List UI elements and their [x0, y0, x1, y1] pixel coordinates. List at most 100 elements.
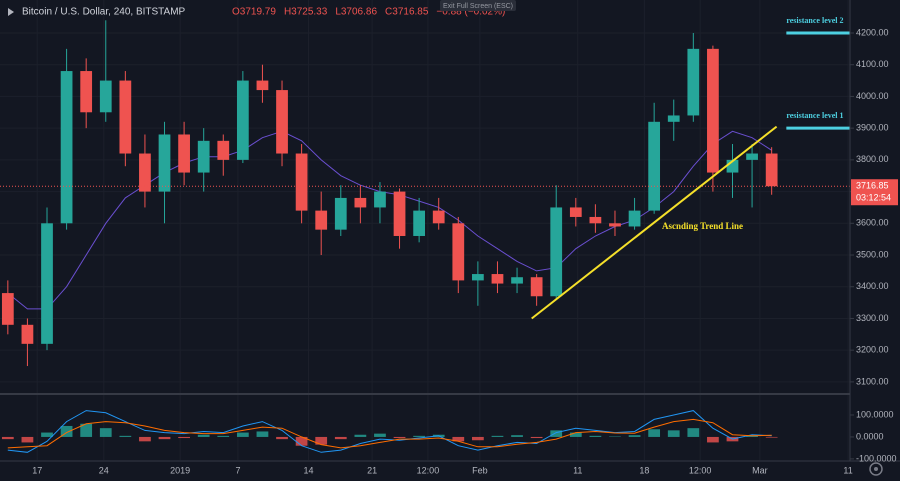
candle-body	[393, 191, 406, 236]
macd-histogram-bar	[628, 435, 641, 437]
x-tick-label: 11	[843, 465, 852, 475]
macd-histogram-bar	[256, 431, 269, 437]
x-tick-label: 11	[573, 465, 582, 475]
x-tick-label: Mar	[752, 465, 768, 475]
candle-body	[609, 223, 621, 227]
macd-histogram-bar	[334, 436, 347, 440]
candle-body	[530, 277, 543, 297]
y-tick-label: 0.0000	[856, 431, 884, 441]
candle-body	[413, 210, 425, 236]
macd-histogram-bar	[41, 432, 53, 437]
ohlc-legend: O3719.79 H3725.33 L3706.86 C3716.85 −0.88 (−…	[232, 7, 505, 18]
macd-histogram-bar	[452, 436, 465, 442]
macd-histogram-bar	[60, 425, 73, 437]
macd-histogram-bar	[472, 436, 484, 441]
trend-line	[531, 125, 778, 320]
y-tick-label: 4100.00	[856, 59, 889, 69]
macd-histogram-bar	[687, 428, 700, 437]
candle-body	[550, 207, 563, 297]
x-tick-label: 24	[99, 465, 109, 475]
candle-body	[628, 210, 641, 227]
candle-body	[295, 153, 308, 211]
y-tick-label: 3400.00	[856, 281, 889, 291]
macd-histogram-bar	[99, 428, 112, 437]
macd-histogram-bar	[315, 436, 328, 445]
candle-body	[315, 210, 328, 230]
candle-body	[707, 48, 719, 173]
x-tick-label: 2019	[170, 465, 190, 475]
macd-histogram-bar	[765, 436, 778, 438]
macd-histogram-bar	[550, 430, 563, 437]
candle-body	[80, 71, 93, 113]
tooltip-box	[440, 0, 516, 11]
macd-histogram-bar	[746, 435, 758, 437]
candle-body	[452, 223, 465, 281]
candle-body	[217, 140, 230, 160]
macd-histogram-bar	[589, 435, 602, 437]
macd-histogram-bar	[354, 434, 367, 437]
y-tick-label: 3500.00	[856, 249, 889, 259]
candle-body	[334, 197, 347, 230]
macd-histogram-bar	[276, 436, 288, 440]
y-tick-label: 3300.00	[856, 313, 889, 323]
macd-histogram-bar	[21, 436, 34, 443]
candle-body	[432, 210, 445, 224]
candle-body	[491, 274, 504, 284]
candle-body	[511, 277, 523, 284]
candle-body	[21, 324, 34, 344]
macd-histogram-bar	[569, 432, 582, 437]
macd-histogram-bar	[511, 435, 523, 437]
macd-histogram-bar	[1, 436, 14, 440]
candle-body	[746, 153, 758, 160]
y-tick-label: 3200.00	[856, 345, 889, 355]
y-tick-label: 4000.00	[856, 91, 889, 101]
y-tick-label: 3600.00	[856, 218, 889, 228]
macd-histogram-bar	[374, 433, 386, 437]
grid	[850, 32, 854, 460]
last-price-box	[851, 179, 898, 206]
resistance-label: resistance level 1	[786, 111, 843, 120]
x-tick-label: 18	[639, 465, 649, 475]
chart-title: Bitcoin / U.S. Dollar, 240, BITSTAMP	[22, 7, 186, 18]
ohlc-value: −0.88 (−0.02%)	[436, 7, 505, 18]
ohlc-value: C3716.85	[385, 7, 429, 18]
ohlc-value: H3725.33	[284, 7, 328, 18]
y-tick-label: 3800.00	[856, 154, 889, 164]
x-tick-label: 12:00	[689, 465, 712, 475]
candle-body	[158, 134, 171, 192]
candle-body	[687, 48, 700, 116]
macd-histogram-bar	[707, 436, 719, 443]
macd-histogram-bar	[491, 435, 504, 437]
x-tick-label: 21	[367, 465, 377, 475]
macd-histogram-bar	[413, 435, 425, 437]
candle-body	[765, 153, 778, 187]
candle-body	[119, 80, 132, 154]
macd-histogram-bar	[158, 436, 171, 440]
macd-histogram-bar	[648, 429, 661, 437]
macd-histogram-bar	[178, 436, 190, 439]
plot	[0, 20, 850, 453]
candle-body	[472, 274, 484, 281]
candle-body	[178, 134, 190, 173]
candle-body	[139, 153, 151, 192]
y-tick-label: 100.0000	[856, 409, 894, 419]
collapse-icon[interactable]	[8, 8, 14, 16]
y-tick-label: -100.0000	[856, 453, 897, 463]
macd-histogram-bar	[295, 436, 308, 446]
candle-body	[569, 207, 582, 217]
countdown: 03:12:54	[856, 193, 891, 203]
macd-histogram-bar	[80, 423, 93, 437]
candle-body	[667, 115, 680, 122]
macd-signal-line	[7, 418, 772, 449]
candle-body	[41, 223, 53, 344]
trend-line-label: Ascnding Trend Line	[662, 221, 743, 231]
macd-macd-line	[7, 410, 772, 453]
settings-icon[interactable]	[869, 462, 883, 476]
macd-histogram-bar	[530, 436, 543, 439]
candle-body	[236, 80, 249, 160]
x-tick-label: Feb	[472, 465, 488, 475]
candle-body	[276, 90, 288, 154]
